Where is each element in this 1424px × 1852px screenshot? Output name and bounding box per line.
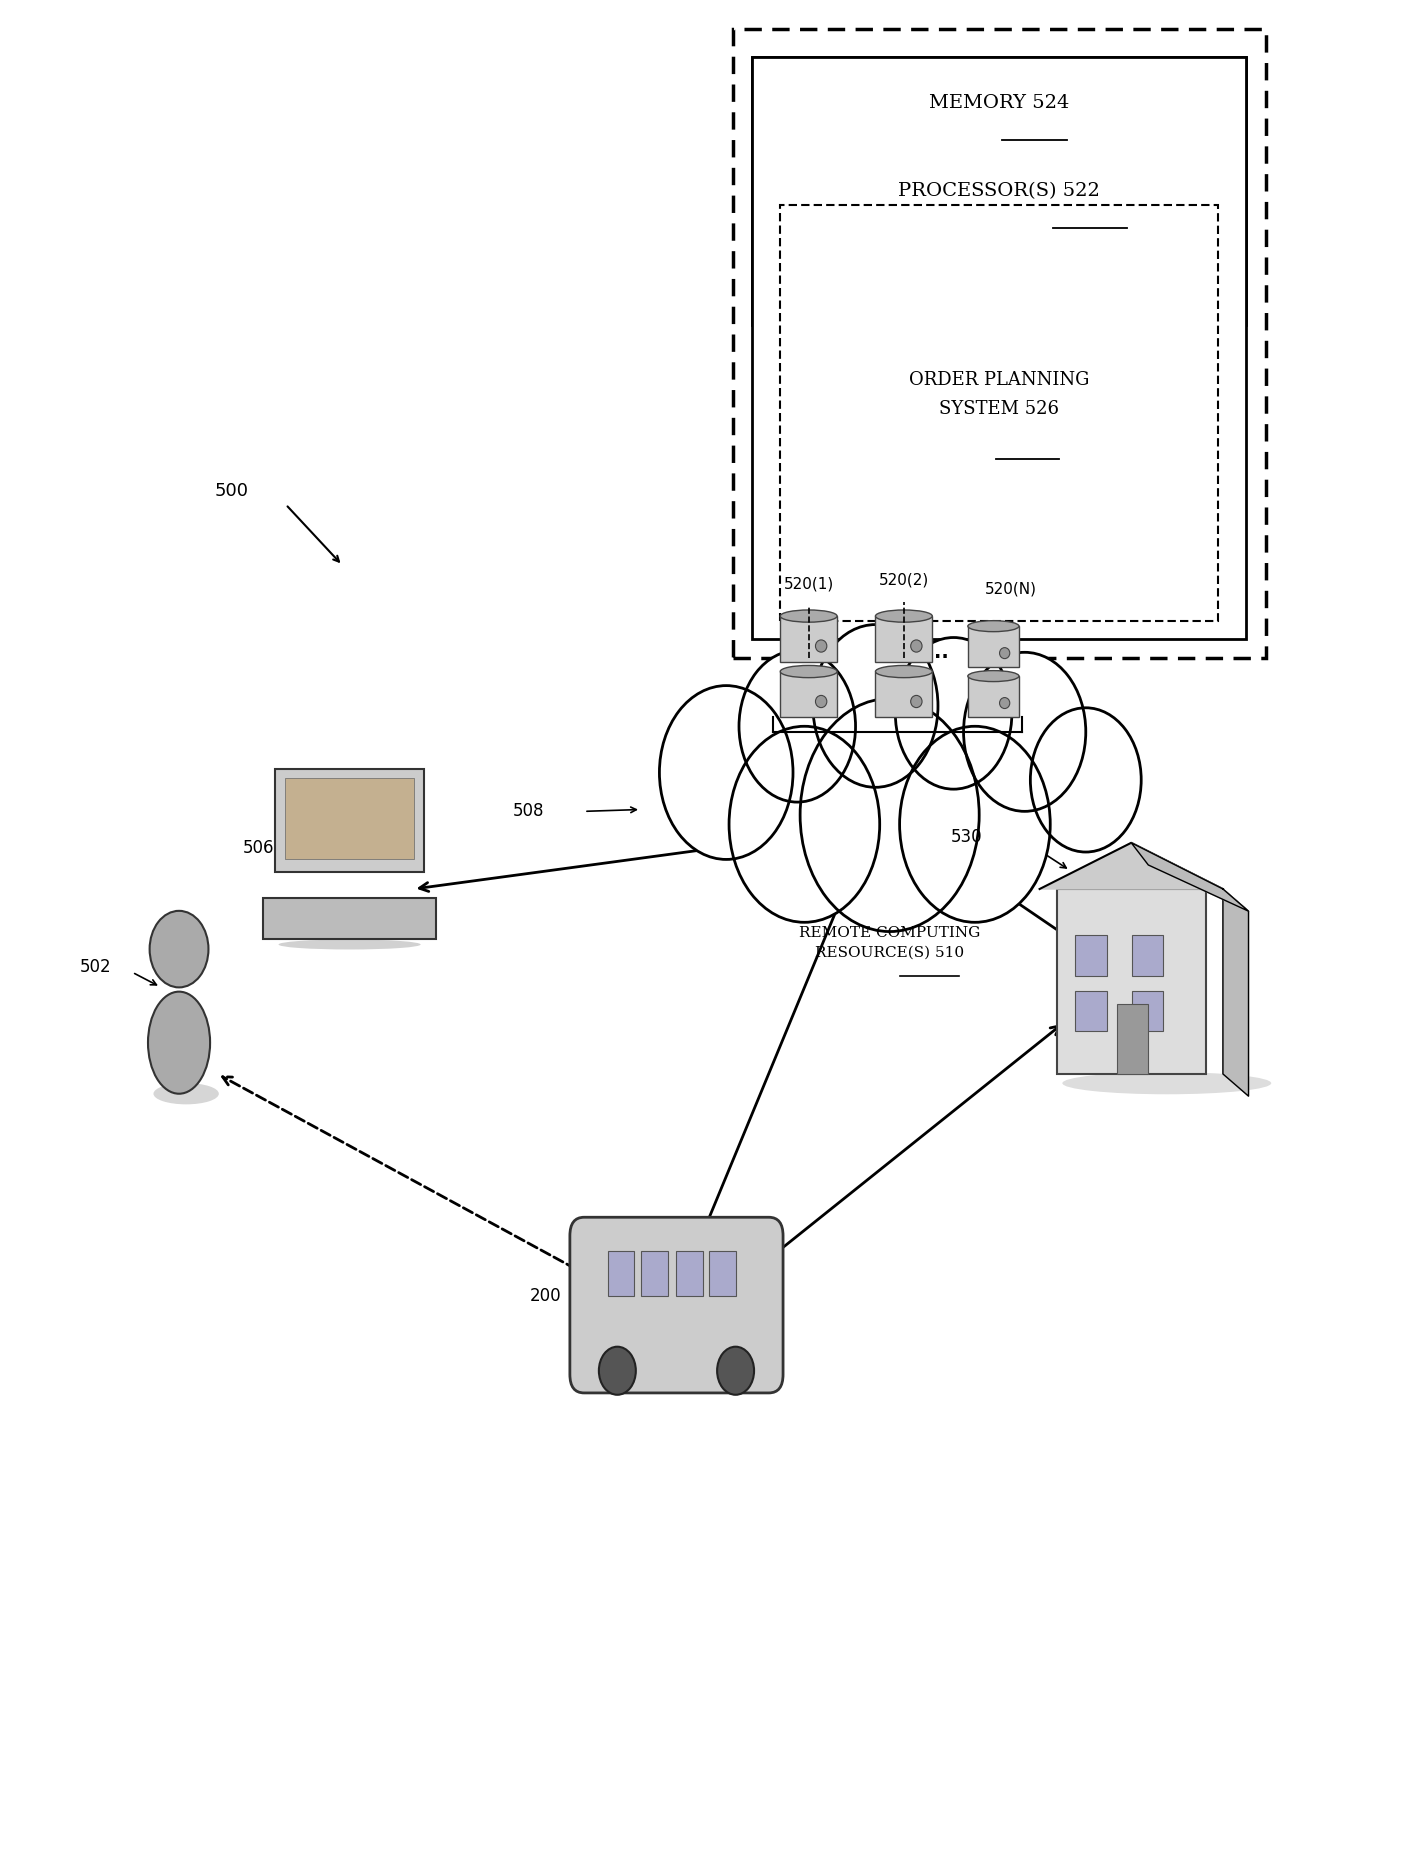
FancyBboxPatch shape	[1075, 935, 1106, 976]
Ellipse shape	[595, 1363, 772, 1378]
Ellipse shape	[816, 641, 827, 652]
Ellipse shape	[148, 991, 211, 1095]
FancyBboxPatch shape	[285, 778, 414, 859]
Ellipse shape	[780, 665, 837, 678]
Circle shape	[729, 726, 880, 922]
Ellipse shape	[968, 620, 1020, 632]
Circle shape	[964, 652, 1085, 811]
Ellipse shape	[279, 939, 420, 950]
FancyBboxPatch shape	[1057, 889, 1206, 1074]
Circle shape	[896, 637, 1012, 789]
Polygon shape	[1223, 889, 1249, 1096]
Ellipse shape	[876, 609, 933, 622]
FancyBboxPatch shape	[263, 898, 436, 939]
Text: 520(1): 520(1)	[783, 576, 834, 591]
FancyBboxPatch shape	[752, 57, 1246, 639]
Polygon shape	[1040, 843, 1223, 889]
FancyBboxPatch shape	[876, 617, 933, 661]
Text: ORDER PLANNING
SYSTEM 526: ORDER PLANNING SYSTEM 526	[909, 370, 1089, 419]
Circle shape	[718, 1346, 755, 1395]
Text: 530: 530	[951, 828, 983, 846]
Ellipse shape	[911, 641, 923, 652]
FancyBboxPatch shape	[752, 57, 1246, 324]
FancyBboxPatch shape	[709, 1250, 736, 1296]
Ellipse shape	[816, 694, 827, 707]
FancyBboxPatch shape	[1075, 991, 1106, 1032]
FancyBboxPatch shape	[641, 1250, 668, 1296]
Text: REMOTE COMPUTING
RESOURCE(S) 510: REMOTE COMPUTING RESOURCE(S) 510	[799, 926, 980, 959]
FancyBboxPatch shape	[780, 617, 837, 661]
Circle shape	[800, 698, 980, 932]
Circle shape	[659, 685, 793, 859]
Circle shape	[900, 726, 1051, 922]
Ellipse shape	[154, 1083, 219, 1104]
Text: 506: 506	[244, 839, 275, 857]
Ellipse shape	[911, 694, 923, 707]
FancyBboxPatch shape	[780, 206, 1218, 620]
FancyBboxPatch shape	[876, 672, 933, 717]
Text: 200: 200	[530, 1287, 561, 1306]
Ellipse shape	[1000, 648, 1010, 659]
Text: MEMORY 524: MEMORY 524	[928, 94, 1069, 113]
FancyBboxPatch shape	[1116, 1004, 1148, 1074]
Text: 500: 500	[215, 482, 249, 500]
Circle shape	[600, 1346, 637, 1395]
FancyBboxPatch shape	[733, 30, 1266, 657]
FancyBboxPatch shape	[1132, 991, 1163, 1032]
FancyBboxPatch shape	[968, 626, 1020, 667]
FancyBboxPatch shape	[780, 672, 837, 717]
FancyBboxPatch shape	[570, 1217, 783, 1393]
Ellipse shape	[780, 609, 837, 622]
Polygon shape	[1131, 843, 1249, 911]
FancyBboxPatch shape	[275, 769, 424, 872]
Circle shape	[739, 650, 856, 802]
Text: 502: 502	[80, 957, 111, 976]
Text: ..: ..	[934, 643, 948, 661]
Circle shape	[1031, 707, 1141, 852]
FancyBboxPatch shape	[608, 1250, 635, 1296]
Ellipse shape	[1000, 698, 1010, 709]
Circle shape	[150, 911, 208, 987]
Ellipse shape	[1062, 1072, 1272, 1095]
Text: 508: 508	[513, 802, 544, 820]
FancyBboxPatch shape	[968, 676, 1020, 717]
Ellipse shape	[968, 670, 1020, 682]
Text: 520(2): 520(2)	[879, 572, 928, 587]
FancyBboxPatch shape	[1132, 935, 1163, 976]
FancyBboxPatch shape	[676, 1250, 703, 1296]
Text: 520(N): 520(N)	[984, 582, 1037, 596]
Text: PROCESSOR(S) 522: PROCESSOR(S) 522	[899, 181, 1099, 200]
Ellipse shape	[876, 665, 933, 678]
Circle shape	[813, 624, 938, 787]
